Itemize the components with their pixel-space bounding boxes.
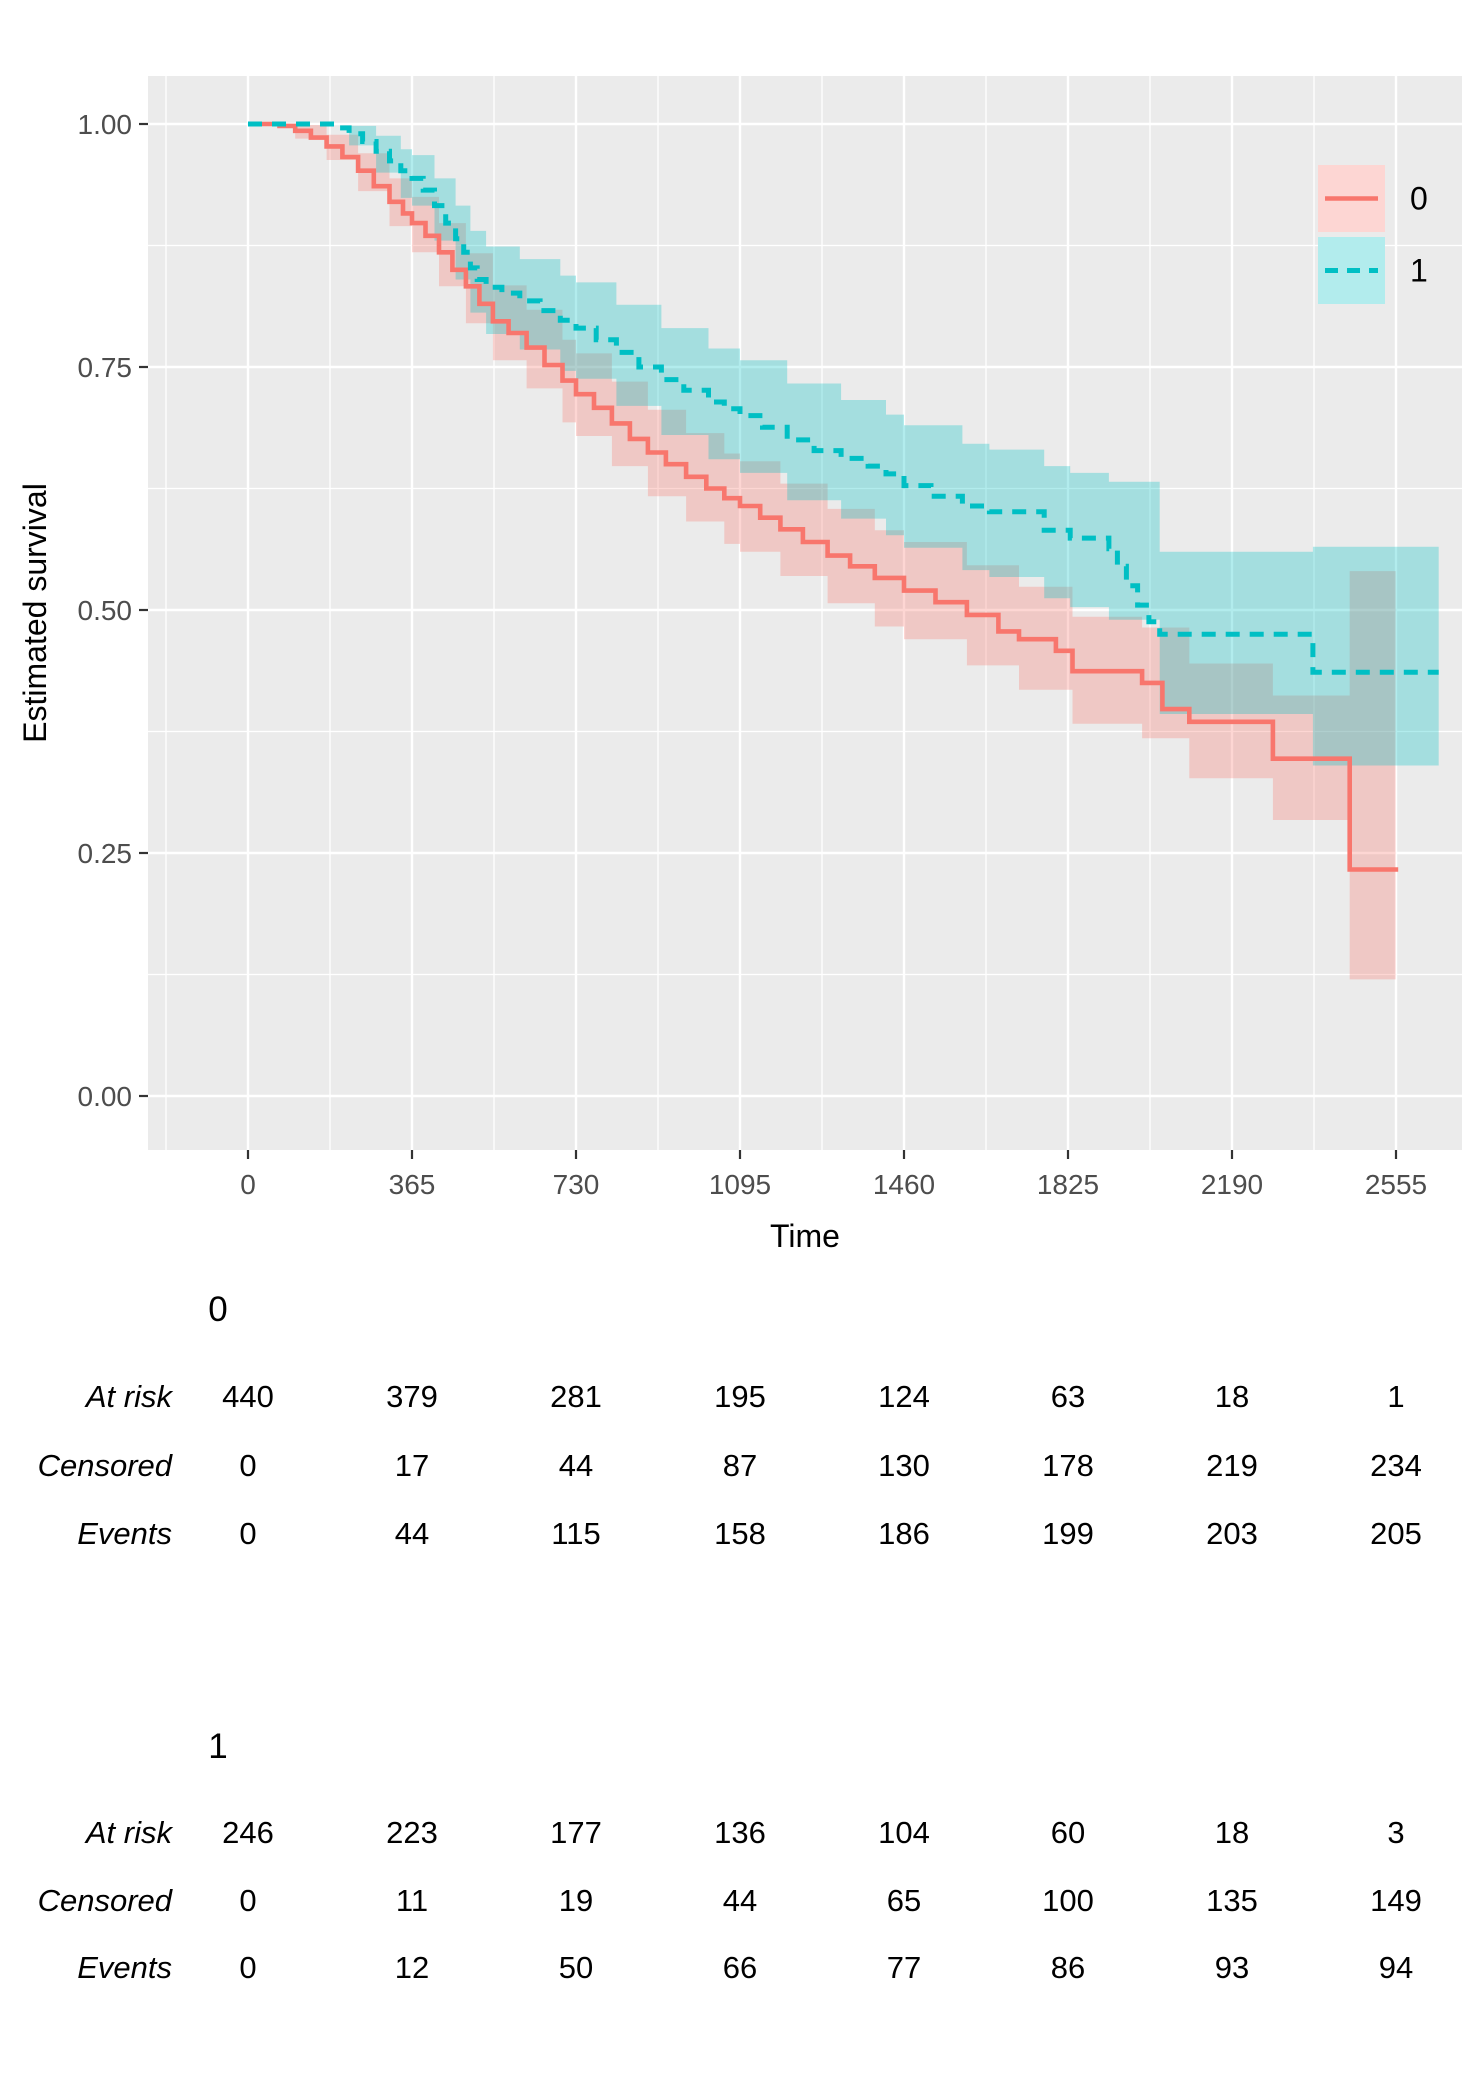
axis-ticks — [139, 122, 1398, 1159]
risk-table-1-cell: 19 — [558, 1883, 594, 1918]
risk-table-1-cell: 177 — [550, 1815, 602, 1850]
risk-table-0-cell: 0 — [239, 1516, 257, 1551]
risk-table-0-cell: 158 — [714, 1516, 766, 1551]
risk-table-1-cell: 104 — [878, 1815, 930, 1850]
risk-table-0-cell: 379 — [386, 1379, 438, 1414]
x-tick-label: 365 — [389, 1169, 436, 1200]
survival-plot: 0 365 730 1095 1460 1825 2190 2555 0.00 0.25 0.50 0… — [17, 76, 1462, 1254]
y-tick-label: 1.00 — [78, 109, 133, 140]
risk-table-0-cell: 234 — [1370, 1448, 1422, 1483]
risk-table-0-cell: 63 — [1050, 1379, 1086, 1414]
x-axis-title: Time — [770, 1218, 840, 1254]
x-tick-label: 730 — [553, 1169, 600, 1200]
risk-table-0-row-label: Events — [77, 1516, 172, 1551]
risk-table-1-cell: 12 — [394, 1950, 430, 1985]
panel-background — [148, 76, 1462, 1150]
risk-table-1-cell: 65 — [886, 1883, 922, 1918]
risk-table-1-cell: 223 — [386, 1815, 438, 1850]
risk-table-0-cell: 17 — [394, 1448, 430, 1483]
axis-tick-labels: 0 365 730 1095 1460 1825 2190 2555 0.00 0.25 0.50 0… — [78, 109, 1428, 1200]
risk-table-0-cell: 281 — [550, 1379, 602, 1414]
confidence-band-group-0 — [248, 124, 1396, 980]
x-tick-label: 2190 — [1201, 1169, 1263, 1200]
risk-table-0-cell: 186 — [878, 1516, 930, 1551]
survival-curves — [248, 121, 1439, 872]
x-tick-label: 1825 — [1037, 1169, 1099, 1200]
risk-table-0-cell: 115 — [551, 1516, 601, 1551]
risk-table-1-header: 1 — [208, 1727, 228, 1766]
risk-table-1-cell: 100 — [1042, 1883, 1094, 1918]
risk-table-0-row-label: At risk — [85, 1379, 172, 1414]
risk-table-1-cell: 50 — [558, 1950, 594, 1985]
risk-table-0-cell: 203 — [1206, 1516, 1258, 1551]
y-axis-title: Estimated survival — [17, 483, 53, 743]
risk-table-1-cell: 136 — [714, 1815, 766, 1850]
risk-table-1-cell: 0 — [239, 1950, 257, 1985]
risk-table-1-cell: 18 — [1214, 1815, 1250, 1850]
risk-table-1-cell: 149 — [1370, 1883, 1422, 1918]
risk-table-1-cell: 93 — [1214, 1950, 1250, 1985]
risk-table-0-cell: 18 — [1214, 1379, 1250, 1414]
risk-table-0-cell: 178 — [1042, 1448, 1094, 1483]
risk-table-1-row-label: Events — [77, 1950, 172, 1985]
y-tick-label: 0.75 — [78, 352, 133, 383]
risk-table-1-cell: 86 — [1050, 1950, 1086, 1985]
risk-table-0-cell: 205 — [1370, 1516, 1422, 1551]
risk-table-1-cell: 0 — [239, 1883, 257, 1918]
y-tick-label: 0.00 — [78, 1081, 133, 1112]
risk-table-1-cell: 44 — [722, 1883, 758, 1918]
risk-table-1-cell: 135 — [1206, 1883, 1258, 1918]
risk-table-0-cell: 44 — [394, 1516, 430, 1551]
risk-table-0-cell: 199 — [1042, 1516, 1094, 1551]
plot-panel — [148, 76, 1462, 1150]
risk-table-1-cell: 11 — [395, 1883, 429, 1918]
risk-table-0-header: 0 — [208, 1290, 228, 1329]
risk-table-0-cell: 124 — [878, 1379, 930, 1414]
risk-table-0-cell: 195 — [714, 1379, 766, 1414]
risk-table-1-row-label: At risk — [85, 1815, 172, 1850]
y-tick-label: 0.50 — [78, 595, 133, 626]
risk-table-1-row-label: Censored — [37, 1883, 172, 1918]
risk-table-0-cell: 1 — [1387, 1379, 1405, 1414]
x-tick-label: 2555 — [1365, 1169, 1427, 1200]
risk-table-1-cell: 246 — [222, 1815, 274, 1850]
x-tick-label: 0 — [240, 1169, 256, 1200]
risk-table-0-cell: 44 — [558, 1448, 594, 1483]
risk-table-0-cell: 130 — [878, 1448, 930, 1483]
legend-label-group-0: 0 — [1410, 181, 1428, 217]
risk-table-0-row-label: Censored — [37, 1448, 172, 1483]
risk-table-1-cell: 66 — [722, 1950, 758, 1985]
legend-label-group-1: 1 — [1410, 253, 1428, 289]
survival-curve-group-0 — [248, 121, 1399, 872]
survival-curve-group-1 — [248, 121, 1439, 675]
legend: 01 — [1318, 165, 1428, 304]
risk-table-1-cell: 3 — [1387, 1815, 1405, 1850]
risk-table-0-cell: 87 — [722, 1448, 758, 1483]
risk-table-0-cell: 219 — [1206, 1448, 1258, 1483]
x-tick-label: 1095 — [709, 1169, 771, 1200]
x-tick-label: 1460 — [873, 1169, 935, 1200]
risk-table-0-cell: 440 — [222, 1379, 274, 1414]
risk-table-1-cell: 60 — [1050, 1815, 1086, 1850]
risk-table-1-cell: 94 — [1378, 1950, 1414, 1985]
risk-table-1-cell: 77 — [886, 1950, 922, 1985]
y-tick-label: 0.25 — [78, 838, 133, 869]
risk-table-0-cell: 0 — [239, 1448, 257, 1483]
